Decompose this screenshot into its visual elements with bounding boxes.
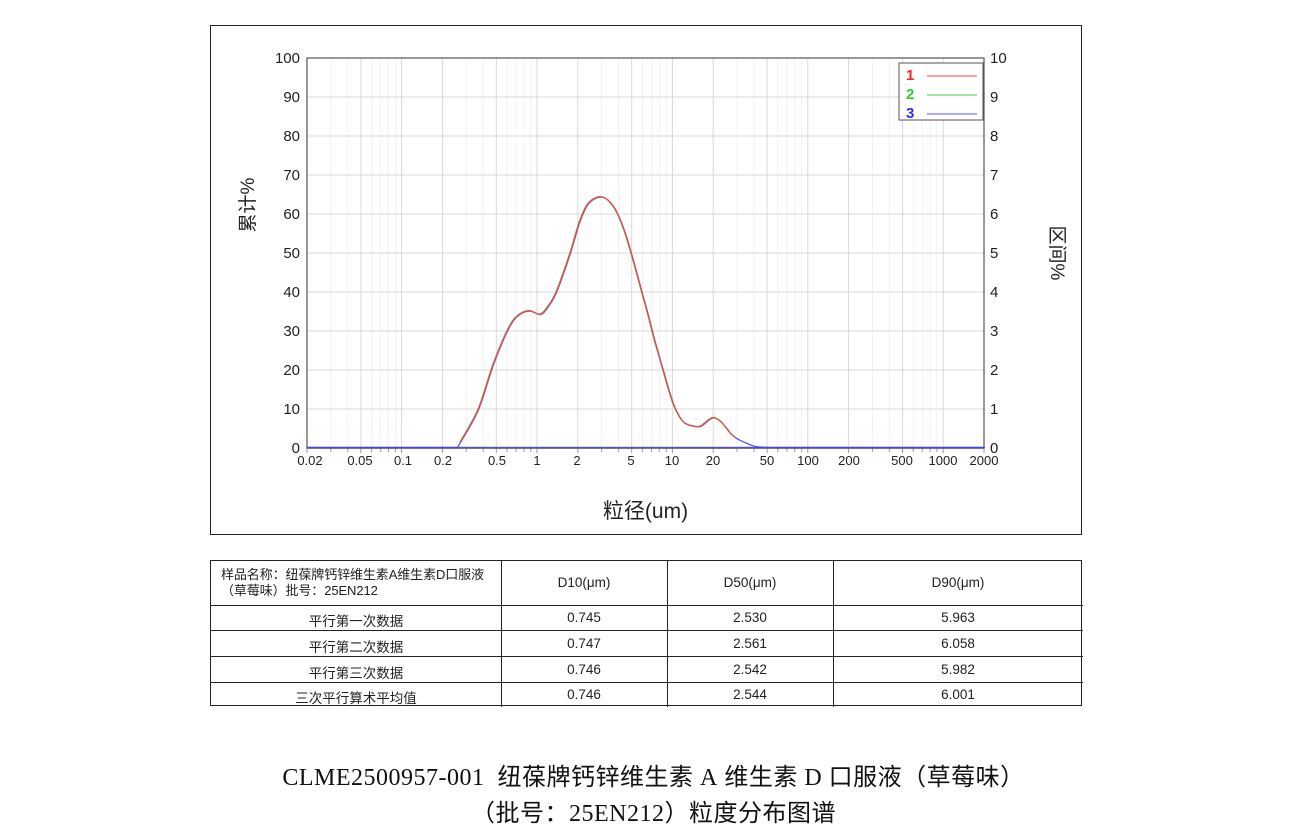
svg-text:3: 3 bbox=[906, 105, 914, 122]
svg-text:2: 2 bbox=[906, 86, 914, 103]
svg-text:1: 1 bbox=[906, 67, 914, 84]
